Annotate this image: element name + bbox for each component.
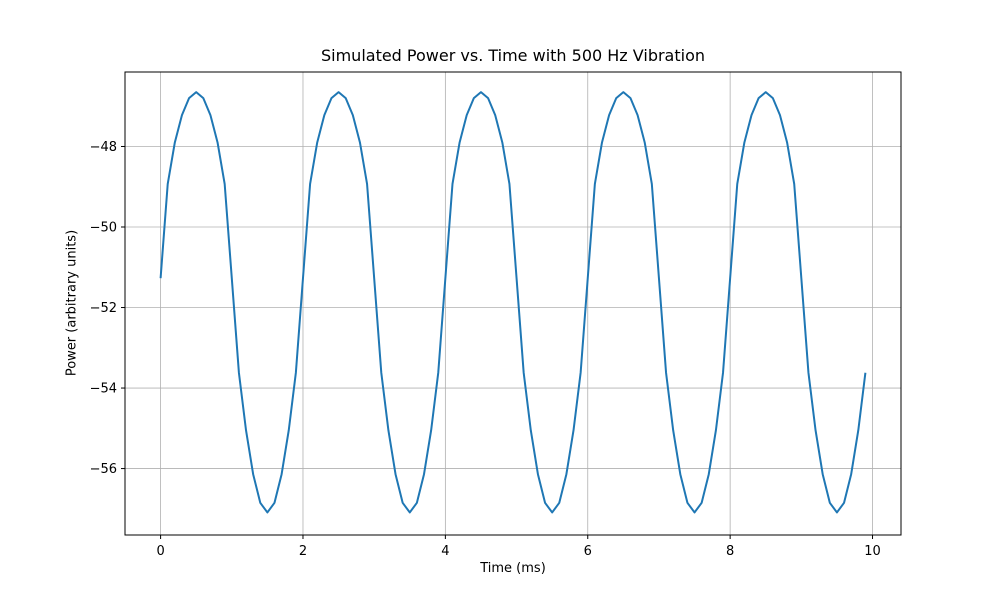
series-layer <box>159 91 867 514</box>
axes-layer: 0 2 4 6 8 10 −56 −54 −52 −50 −48 <box>90 71 902 559</box>
y-tick-label: −48 <box>90 140 117 155</box>
x-tick-label: 6 <box>584 544 592 559</box>
series-line <box>159 91 867 514</box>
x-tick-label: 4 <box>441 544 449 559</box>
grid-layer <box>125 72 901 535</box>
x-axis-label: Time (ms) <box>480 561 546 576</box>
y-tick-label: −52 <box>90 301 117 316</box>
y-tick-label: −54 <box>90 382 117 397</box>
y-tick-label: −50 <box>90 221 117 236</box>
plot-frame <box>124 71 902 536</box>
y-tick-label: −56 <box>90 462 117 477</box>
chart-title: Simulated Power vs. Time with 500 Hz Vib… <box>320 46 705 65</box>
y-axis-label: Power (arbitrary units) <box>64 229 80 377</box>
x-tick-label: 8 <box>726 544 734 559</box>
x-tick-label: 10 <box>864 544 881 559</box>
x-tick-label: 0 <box>156 544 164 559</box>
x-tick-label: 2 <box>299 544 307 559</box>
